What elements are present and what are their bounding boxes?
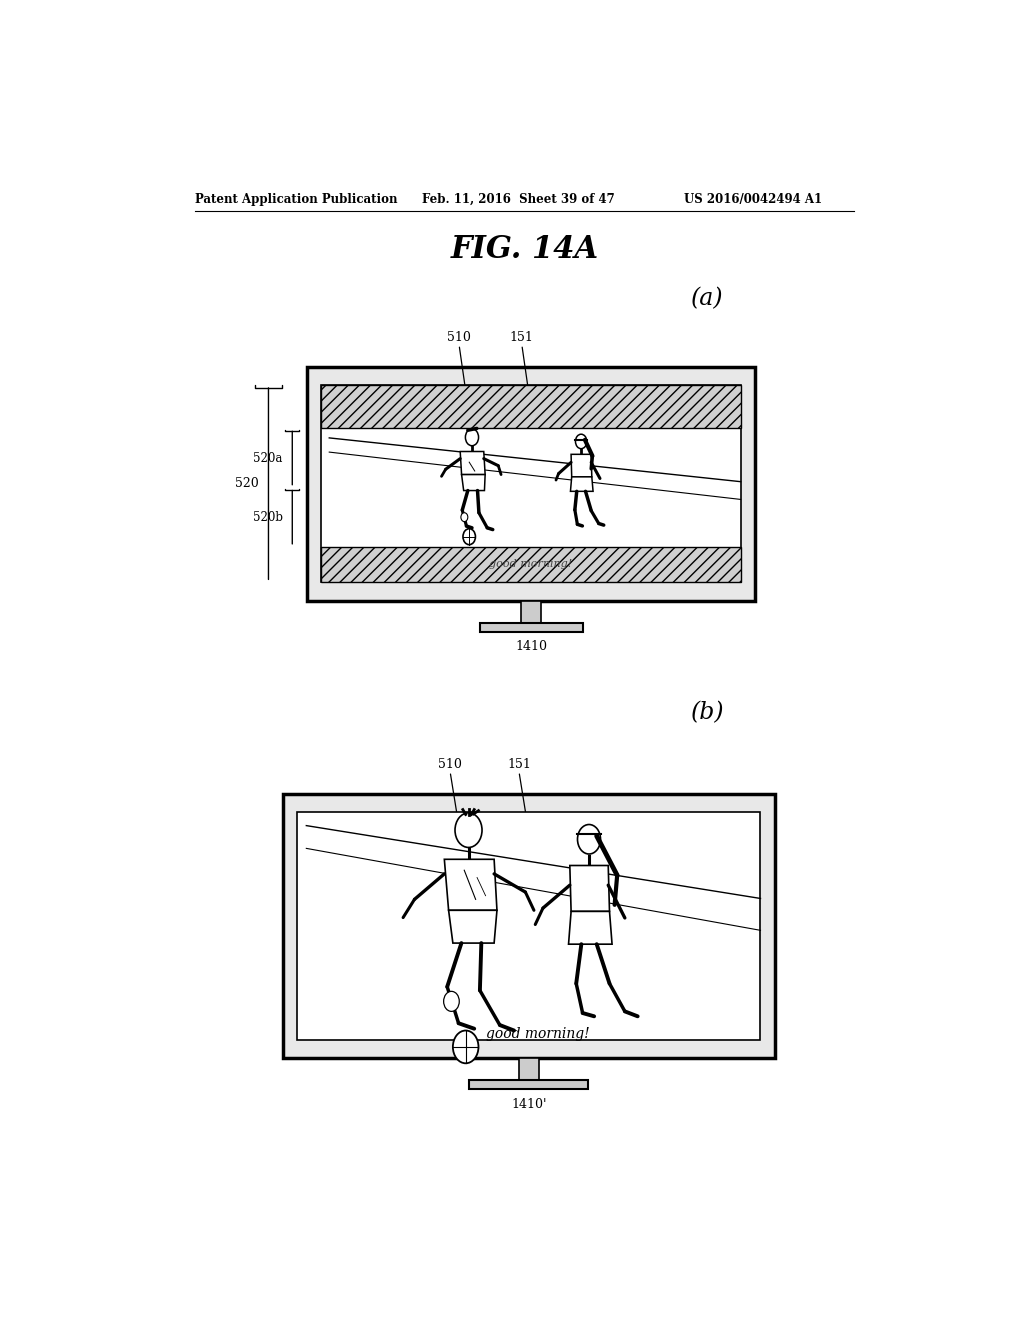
Text: (a): (a) bbox=[691, 288, 724, 310]
Text: 510: 510 bbox=[438, 758, 462, 771]
Bar bbox=[321, 385, 740, 429]
Polygon shape bbox=[462, 475, 485, 491]
Text: 1410': 1410' bbox=[511, 1097, 547, 1110]
Text: good morning!: good morning! bbox=[485, 1027, 590, 1041]
Polygon shape bbox=[460, 451, 485, 475]
Text: 510: 510 bbox=[447, 331, 471, 345]
Text: US 2016/0042494 A1: US 2016/0042494 A1 bbox=[684, 193, 821, 206]
Circle shape bbox=[461, 512, 468, 521]
Bar bbox=[521, 601, 541, 623]
Text: 1410: 1410 bbox=[515, 640, 547, 653]
Circle shape bbox=[453, 1031, 478, 1064]
Text: 151: 151 bbox=[507, 758, 530, 771]
Text: 520b: 520b bbox=[253, 511, 283, 524]
Circle shape bbox=[465, 429, 478, 446]
Circle shape bbox=[463, 529, 475, 545]
Text: FIG. 14A: FIG. 14A bbox=[451, 235, 599, 265]
Bar bbox=[469, 1080, 588, 1089]
Circle shape bbox=[455, 813, 482, 847]
Text: Patent Application Publication: Patent Application Publication bbox=[196, 193, 398, 206]
Polygon shape bbox=[568, 911, 612, 944]
Bar bbox=[519, 1057, 539, 1080]
Bar bbox=[283, 793, 775, 1057]
Circle shape bbox=[575, 434, 587, 449]
Polygon shape bbox=[571, 454, 592, 477]
Polygon shape bbox=[570, 477, 593, 491]
Bar bbox=[321, 546, 740, 582]
Text: (b): (b) bbox=[690, 701, 724, 723]
Circle shape bbox=[578, 825, 600, 854]
Bar bbox=[479, 623, 583, 632]
Text: Feb. 11, 2016  Sheet 39 of 47: Feb. 11, 2016 Sheet 39 of 47 bbox=[422, 193, 614, 206]
Polygon shape bbox=[444, 859, 497, 911]
Bar bbox=[306, 367, 755, 601]
Polygon shape bbox=[449, 911, 497, 942]
Polygon shape bbox=[569, 866, 609, 911]
Text: 151: 151 bbox=[510, 331, 534, 345]
Text: good morning!: good morning! bbox=[489, 560, 572, 569]
Bar bbox=[297, 812, 761, 1040]
Text: 520a: 520a bbox=[253, 451, 283, 465]
Circle shape bbox=[443, 991, 460, 1011]
Bar bbox=[321, 385, 740, 582]
Text: 520: 520 bbox=[236, 477, 259, 490]
